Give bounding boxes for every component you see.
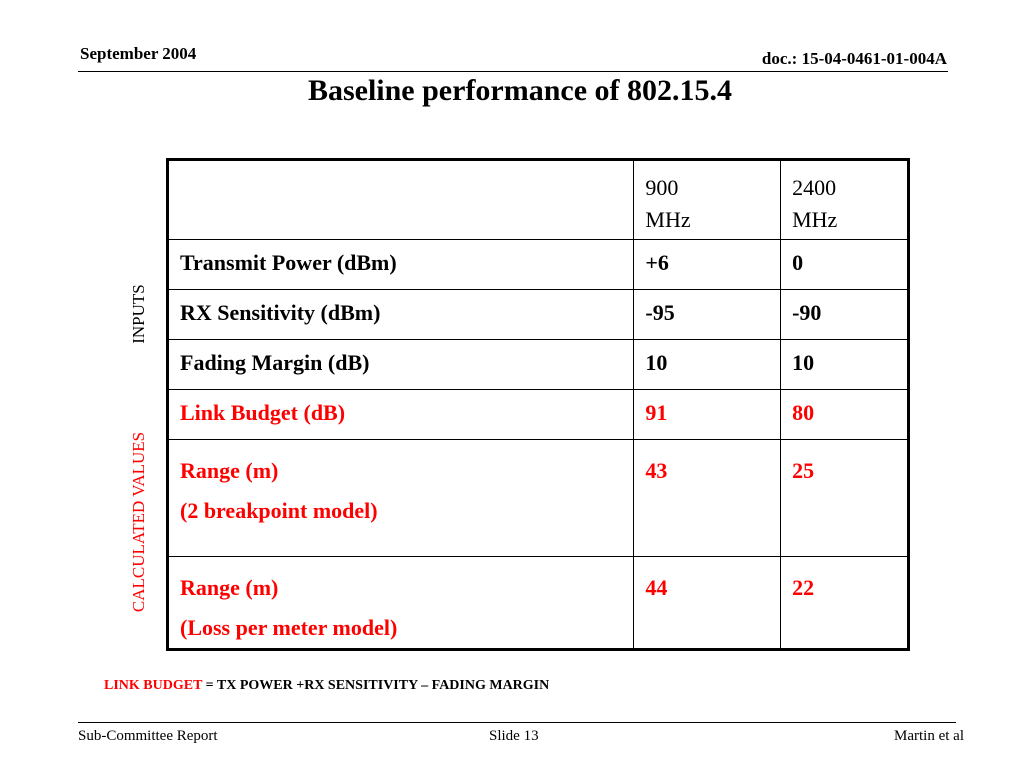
inputs-side-label: INPUTS xyxy=(129,284,148,344)
header-doc-id: doc.: 15-04-0461-01-004A xyxy=(761,49,947,68)
table-row: RX Sensitivity (dBm) -95 -90 xyxy=(166,289,909,340)
header-900-mhz: 900 MHz xyxy=(633,159,782,240)
footer-left: Sub-Committee Report xyxy=(78,728,218,744)
row-label: Range (m) (Loss per meter model) xyxy=(166,556,635,650)
calculated-values-side-label: CALCULATED VALUES xyxy=(129,431,148,613)
row-label: Link Budget (dB) xyxy=(166,389,635,440)
row-value-900: 91 xyxy=(633,389,782,440)
row-label: Transmit Power (dBm) xyxy=(166,239,635,290)
performance-table: 900 MHz 2400 MHz Transmit Power (dBm) +6… xyxy=(166,158,910,651)
table-row: Transmit Power (dBm) +6 0 xyxy=(166,239,909,290)
row-value-2400: 0 xyxy=(780,239,909,290)
row-value-2400: 80 xyxy=(780,389,909,440)
header-2400-mhz: 2400 MHz xyxy=(780,159,909,240)
footer-right: Martin et al xyxy=(894,728,964,744)
row-label: Fading Margin (dB) xyxy=(166,339,635,390)
link-budget-formula: = TX POWER +RX SENSITIVITY – FADING MARG… xyxy=(202,678,550,693)
table-row: Fading Margin (dB) 10 10 xyxy=(166,339,909,390)
row-value-900: +6 xyxy=(633,239,782,290)
row-value-2400: 22 xyxy=(780,556,909,650)
row-label-sub: (Loss per meter model) xyxy=(180,615,398,640)
row-label: Range (m) (2 breakpoint model) xyxy=(166,439,635,557)
row-label-sub: (2 breakpoint model) xyxy=(180,498,378,523)
row-label-main: Range (m) xyxy=(180,458,279,483)
header-900-line1: 900 xyxy=(645,175,679,200)
row-value-900: 10 xyxy=(633,339,782,390)
footer-slide-number: Slide 13 xyxy=(489,728,539,744)
row-value-2400: 25 xyxy=(780,439,909,557)
row-value-900: 44 xyxy=(633,556,782,650)
header-empty-cell xyxy=(166,159,635,240)
header-2400-line1: 2400 xyxy=(792,175,837,200)
link-budget-term: LINK BUDGET xyxy=(104,678,203,693)
link-budget-note: LINK BUDGET = TX POWER +RX SENSITIVITY –… xyxy=(104,678,549,694)
footer-divider xyxy=(78,722,956,723)
slide-title: Baseline performance of 802.15.4 xyxy=(307,74,733,107)
header-2400-line2: MHz xyxy=(792,207,838,232)
header-900-line2: MHz xyxy=(645,207,691,232)
header-divider xyxy=(78,71,948,72)
row-label-main: Range (m) xyxy=(180,575,279,600)
table-header-row: 900 MHz 2400 MHz xyxy=(166,159,909,240)
row-value-2400: -90 xyxy=(780,289,909,340)
row-label: RX Sensitivity (dBm) xyxy=(166,289,635,340)
table-row: Link Budget (dB) 91 80 xyxy=(166,389,909,440)
row-value-900: 43 xyxy=(633,439,782,557)
row-value-2400: 10 xyxy=(780,339,909,390)
table-row: Range (m) (Loss per meter model) 44 22 xyxy=(166,556,909,650)
header-date: September 2004 xyxy=(80,44,197,63)
table-row: Range (m) (2 breakpoint model) 43 25 xyxy=(166,439,909,557)
row-value-900: -95 xyxy=(633,289,782,340)
